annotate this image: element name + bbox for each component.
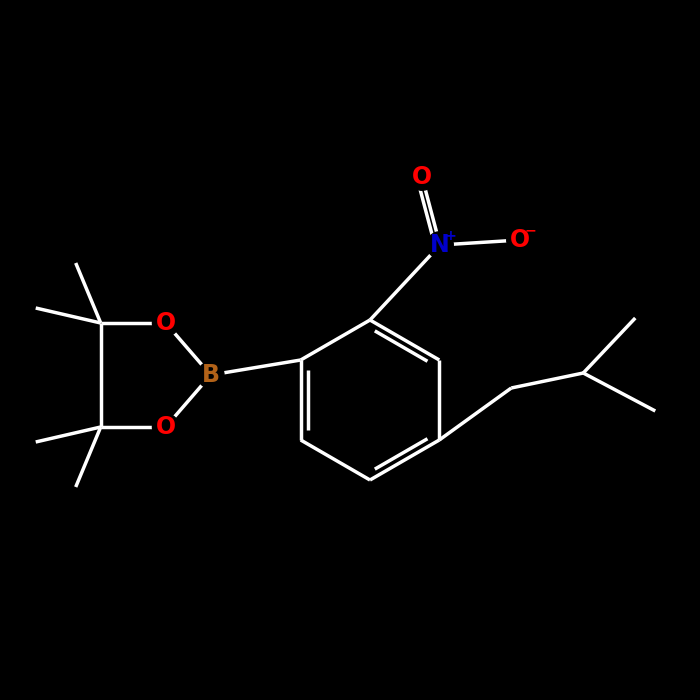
Text: B: B — [202, 363, 220, 387]
Circle shape — [507, 227, 533, 253]
Circle shape — [153, 414, 179, 440]
Text: O: O — [155, 311, 176, 335]
Text: O: O — [510, 228, 530, 252]
Circle shape — [427, 232, 454, 258]
Text: O: O — [412, 165, 432, 189]
Circle shape — [153, 309, 179, 336]
Circle shape — [409, 164, 435, 190]
Text: O: O — [155, 415, 176, 439]
Text: −: − — [524, 224, 536, 237]
Text: +: + — [444, 229, 456, 243]
Circle shape — [197, 362, 224, 389]
Text: N: N — [430, 233, 450, 257]
